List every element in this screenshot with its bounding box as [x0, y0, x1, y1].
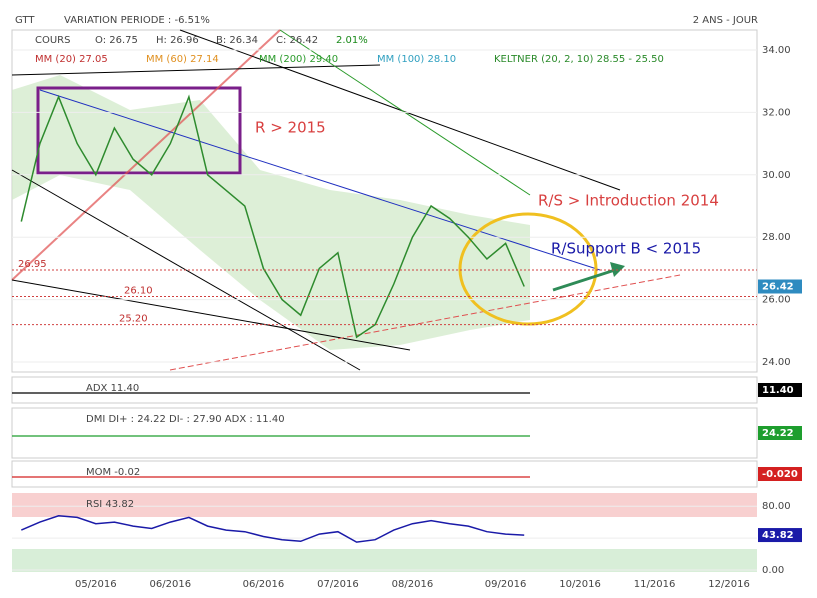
- x-tick-label: 05/2016: [75, 579, 117, 590]
- indicator-label: MOM -0.02: [86, 467, 140, 478]
- indicator-label: DMI DI+ : 24.22 DI- : 27.90 ADX : 11.40: [86, 414, 285, 425]
- legend-mm100: MM (100) 28.10: [377, 54, 456, 65]
- y-tick-label: 34.00: [762, 45, 791, 56]
- y-tick-label: 32.00: [762, 107, 791, 118]
- rsi-title: RSI 43.82: [86, 499, 134, 510]
- legend-mm20: MM (20) 27.05: [35, 54, 108, 65]
- rsi-tag-box: [758, 528, 802, 543]
- level-label: 26.10: [124, 285, 153, 296]
- trend-line: [39, 89, 601, 271]
- series-line: [21, 515, 525, 543]
- x-tick-label: 12/2016: [708, 579, 750, 590]
- arrow: [552, 268, 616, 292]
- indicator-label: ADX 11.40: [86, 383, 139, 394]
- rsi-tag: 43.82: [762, 530, 794, 541]
- x-tick-label: 09/2016: [485, 579, 527, 590]
- trend-line: [11, 279, 411, 351]
- x-tick-label: 06/2016: [243, 579, 285, 590]
- y-tick-label: 80.00: [762, 501, 791, 512]
- legend-high: H: 26.96: [156, 35, 199, 46]
- period: 2 ANS - JOUR: [693, 15, 758, 26]
- legend-open: O: 26.75: [95, 35, 138, 46]
- x-tick-label: 08/2016: [392, 579, 434, 590]
- annotation: R > 2015: [255, 119, 326, 137]
- y-tick-label: 24.00: [762, 357, 791, 368]
- rsi-overbought-zone: [12, 493, 757, 517]
- indicator-panel: [11, 407, 758, 459]
- y-tick-label: 30.00: [762, 170, 791, 181]
- price-tag-box: [758, 279, 802, 294]
- series-line: [20, 94, 525, 339]
- x-tick-label: 10/2016: [559, 579, 601, 590]
- indicator-tag: -0.020: [762, 469, 798, 480]
- annotation: R/Support B < 2015: [551, 240, 701, 258]
- level-label: 25.20: [119, 314, 148, 325]
- legend-low: B: 26.34: [216, 35, 258, 46]
- trend-line: [11, 29, 281, 281]
- series-name: COURS: [35, 35, 70, 46]
- legend-close: C: 26.42: [276, 35, 318, 46]
- x-tick-label: 11/2016: [634, 579, 676, 590]
- annotation: R/S > Introduction 2014: [538, 192, 719, 210]
- legend-keltner: KELTNER (20, 2, 10) 28.55 - 25.50: [494, 54, 664, 65]
- trend-line: [179, 29, 621, 191]
- x-tick-label: 07/2016: [317, 579, 359, 590]
- y-tick-label: 28.00: [762, 232, 791, 243]
- indicator-panel: [11, 376, 758, 404]
- indicator-tag: 11.40: [762, 385, 794, 396]
- highlight-ellipse: [458, 212, 598, 326]
- indicator-tag-box: [758, 426, 802, 440]
- y-tick-label: 0.00: [762, 565, 784, 576]
- price-tag: 26.42: [762, 282, 794, 293]
- trend-line: [11, 64, 381, 76]
- symbol: GTT: [15, 15, 35, 26]
- level-label: 26.95: [18, 259, 47, 270]
- variation: VARIATION PERIODE : -6.51%: [64, 15, 210, 26]
- indicator-panel: [11, 460, 758, 488]
- indicator-tag: 24.22: [762, 428, 794, 439]
- rsi-oversold-zone: [12, 549, 757, 572]
- y-tick-label: 26.00: [762, 295, 791, 306]
- legend-change: 2.01%: [336, 35, 368, 46]
- legend-mm60: MM (60) 27.14: [146, 54, 219, 65]
- range-box: [36, 86, 242, 175]
- trend-line: [169, 274, 681, 371]
- indicator-tag-box: [758, 467, 802, 481]
- indicator-tag-box: [758, 383, 802, 397]
- keltner-band: [12, 75, 530, 350]
- legend-mm200: MM (200) 29.40: [259, 54, 338, 65]
- x-tick-label: 06/2016: [150, 579, 192, 590]
